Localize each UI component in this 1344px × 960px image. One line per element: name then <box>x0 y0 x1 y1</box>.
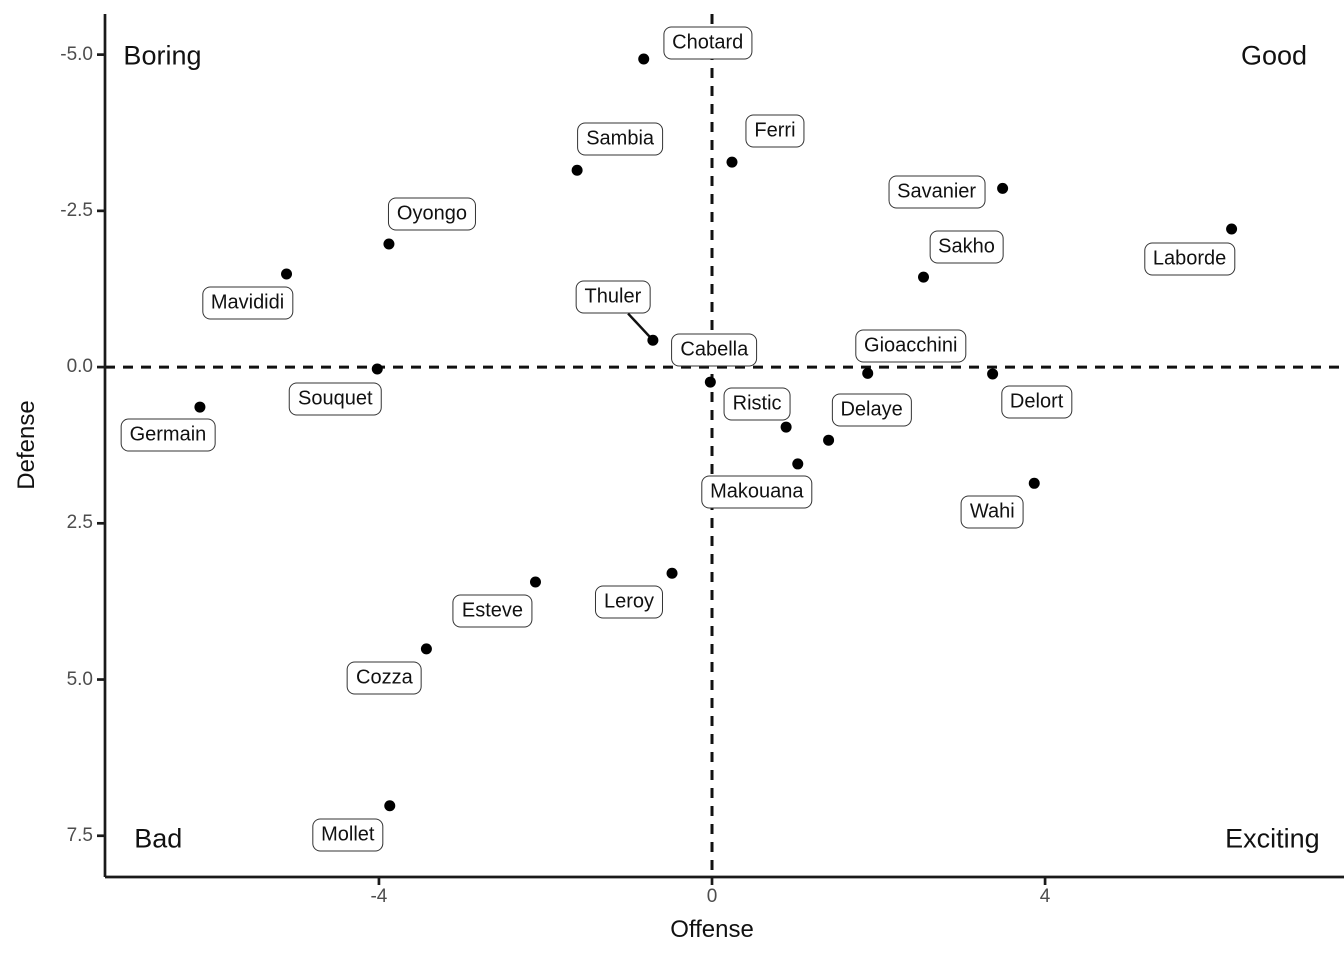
point-label-delort: Delort <box>1000 385 1073 419</box>
y-tick-label: 0.0 <box>66 356 93 378</box>
point-label-cabella: Cabella <box>671 333 758 367</box>
data-point-wahi <box>1028 477 1040 489</box>
point-label-chotard: Chotard <box>663 26 753 60</box>
x-tick-label: 0 <box>706 886 718 907</box>
point-label-gioacchini: Gioacchini <box>855 329 967 363</box>
y-tick-label: -5.0 <box>60 43 93 65</box>
data-point-leroy <box>666 567 678 579</box>
data-point-cozza <box>420 643 432 655</box>
data-point-delort <box>987 368 999 380</box>
data-point-laborde <box>1226 223 1238 235</box>
point-label-laborde: Laborde <box>1143 242 1236 276</box>
data-point-esteve <box>529 576 541 588</box>
data-point-mollet <box>384 800 396 812</box>
data-point-cabella <box>704 376 716 388</box>
point-label-delaye: Delaye <box>831 393 912 427</box>
data-point-chotard <box>638 53 650 65</box>
data-point-germain <box>194 401 206 413</box>
x-axis-title: Offense <box>670 916 754 943</box>
data-point-mavididi <box>281 268 293 280</box>
x-tick-label: 4 <box>1039 886 1051 907</box>
quadrant-annotation-boring: Boring <box>123 40 202 71</box>
point-label-wahi: Wahi <box>960 495 1024 529</box>
point-label-ferri: Ferri <box>745 114 805 148</box>
point-label-souquet: Souquet <box>289 382 382 416</box>
y-tick-label: 7.5 <box>66 824 93 846</box>
point-label-germain: Germain <box>120 418 216 452</box>
data-point-ristic <box>780 421 792 433</box>
point-label-savanier: Savanier <box>888 175 986 209</box>
quadrant-annotation-bad: Bad <box>134 823 183 854</box>
data-point-souquet <box>371 363 383 375</box>
point-label-thuler: Thuler <box>575 280 651 314</box>
data-point-sakho <box>918 271 930 283</box>
data-point-oyongo <box>383 238 395 250</box>
data-point-delaye <box>823 434 835 446</box>
point-label-sakho: Sakho <box>929 230 1004 264</box>
quadrant-annotation-exciting: Exciting <box>1225 823 1320 854</box>
data-point-gioacchini <box>862 367 874 379</box>
y-tick-label: 5.0 <box>66 668 93 690</box>
x-tick-label: -4 <box>370 886 388 907</box>
point-label-leroy: Leroy <box>595 585 664 619</box>
point-label-mavididi: Mavididi <box>201 286 294 320</box>
point-label-esteve: Esteve <box>452 594 533 628</box>
y-axis-title: Defense <box>13 400 40 490</box>
point-label-mollet: Mollet <box>312 818 384 852</box>
point-label-cozza: Cozza <box>347 661 422 695</box>
point-label-oyongo: Oyongo <box>387 197 476 231</box>
data-point-makouana <box>792 458 804 470</box>
point-label-ristic: Ristic <box>723 387 791 421</box>
point-label-sambia: Sambia <box>577 122 664 156</box>
quadrant-annotation-good: Good <box>1241 40 1308 71</box>
data-point-thuler <box>647 334 659 346</box>
point-label-makouana: Makouana <box>701 475 813 509</box>
y-tick-label: -2.5 <box>60 199 93 221</box>
data-point-savanier <box>997 182 1009 194</box>
label-connector-line <box>627 312 654 342</box>
y-tick-label: 2.5 <box>66 512 93 534</box>
data-point-sambia <box>571 164 583 176</box>
data-point-ferri <box>726 156 738 168</box>
